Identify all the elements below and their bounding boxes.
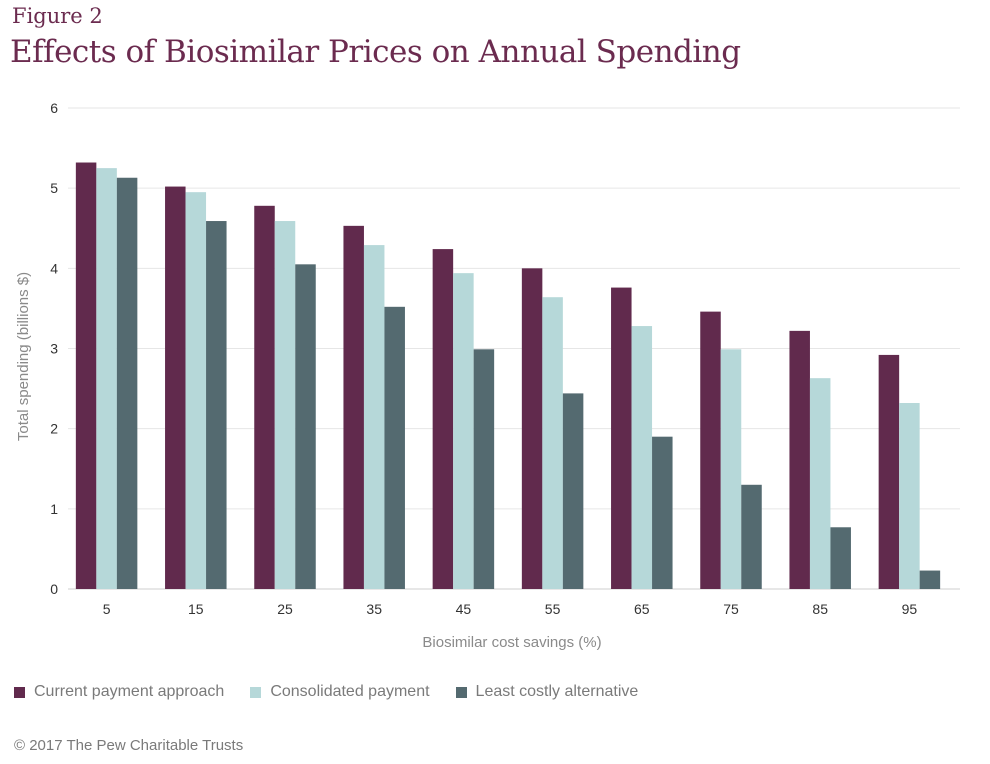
bar-least-25 [295,264,316,589]
legend-item-current: Current payment approach [14,683,224,701]
legend-item-least: Least costly alternative [455,683,639,701]
x-tick-label-15: 15 [188,601,204,617]
bar-consolidated-85 [809,378,831,589]
y-tick-label-6: 6 [50,100,58,116]
bar-least-95 [919,570,941,589]
bar-consolidated-5 [96,168,117,589]
legend-item-consolidated: Consolidated payment [250,683,430,701]
chart-legend: Current payment approach Consolidated pa… [14,683,638,701]
bar-least-65 [652,436,673,589]
bar-least-35 [384,306,405,589]
bar-consolidated-75 [720,349,742,589]
figure-label: Figure 2 [12,4,103,28]
bar-current-35 [343,225,364,589]
bar-current-75 [700,311,721,589]
bar-current-65 [611,287,632,589]
legend-swatch-current [14,686,25,698]
x-tick-label-45: 45 [456,601,472,617]
legend-label-current: Current payment approach [34,683,225,700]
y-tick-label-0: 0 [50,581,58,597]
y-tick-label-4: 4 [50,260,58,276]
bar-consolidated-95 [899,403,920,589]
x-tick-label-35: 35 [366,601,382,617]
y-tick-label-3: 3 [50,341,58,357]
bar-consolidated-15 [185,192,207,590]
chart-title: Effects of Biosimilar Prices on Annual S… [10,34,741,70]
bar-current-85 [789,330,810,589]
bar-consolidated-25 [274,221,296,589]
x-tick-label-5: 5 [103,601,111,617]
y-axis-title: Total spending (billions $) [15,272,32,441]
bar-least-75 [741,484,762,589]
x-tick-label-55: 55 [545,601,561,617]
bar-consolidated-45 [453,273,474,589]
y-tick-label-2: 2 [50,421,58,437]
bar-consolidated-55 [542,297,563,589]
copyright-notice: © 2017 The Pew Charitable Trusts [14,737,244,754]
x-tick-label-95: 95 [902,601,918,617]
bar-consolidated-65 [631,326,653,589]
bar-current-45 [432,249,454,590]
bar-current-25 [254,205,275,589]
legend-label-consolidated: Consolidated payment [270,683,430,700]
bar-current-95 [878,354,900,589]
legend-swatch-least [455,686,467,698]
x-axis-title: Biosimilar cost savings (%) [422,634,601,651]
bar-least-5 [116,177,138,589]
bar-least-15 [206,221,227,589]
x-tick-label-65: 65 [634,601,650,617]
bar-current-5 [75,162,97,589]
bar-least-85 [830,527,851,589]
bar-consolidated-35 [363,245,385,589]
bar-current-55 [521,268,543,589]
x-tick-label-75: 75 [723,601,739,617]
bar-least-55 [562,393,584,589]
bar-current-15 [165,186,186,589]
legend-label-least: Least costly alternative [475,683,639,700]
x-tick-label-25: 25 [277,601,293,617]
y-tick-label-1: 1 [50,501,58,517]
x-tick-label-85: 85 [812,601,828,617]
bar-least-45 [473,349,495,589]
y-tick-label-5: 5 [50,180,58,196]
legend-swatch-consolidated [250,686,262,698]
